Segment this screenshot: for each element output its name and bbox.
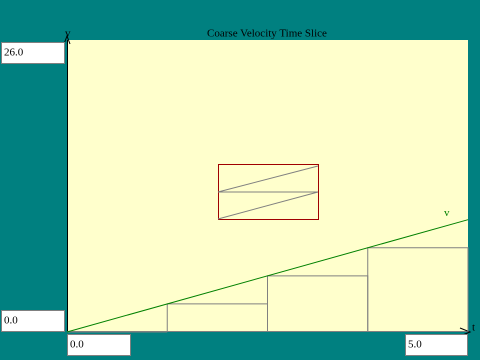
slice	[367, 247, 469, 332]
line-label: v	[444, 207, 450, 219]
title: Coarse Velocity Time Slice	[207, 28, 327, 40]
xmax-text[interactable]: 5.0	[408, 339, 422, 351]
ymax-text[interactable]: 26.0	[4, 47, 24, 59]
icon-line	[217, 191, 319, 220]
icon-line	[217, 165, 319, 193]
ymin-field[interactable]	[1, 310, 65, 332]
y-axis-label: v	[65, 28, 71, 40]
ymin-text[interactable]: 0.0	[4, 315, 18, 327]
xmax-field[interactable]	[405, 334, 468, 356]
velocity-line	[66, 219, 469, 333]
icon	[217, 164, 319, 220]
ymax-field[interactable]	[1, 42, 65, 64]
xmin-text[interactable]: 0.0	[70, 339, 84, 351]
xmin-field[interactable]	[67, 334, 131, 356]
x-axis-label: t	[472, 322, 475, 334]
y-arrow	[63, 34, 71, 45]
marks: v	[66, 207, 469, 333]
